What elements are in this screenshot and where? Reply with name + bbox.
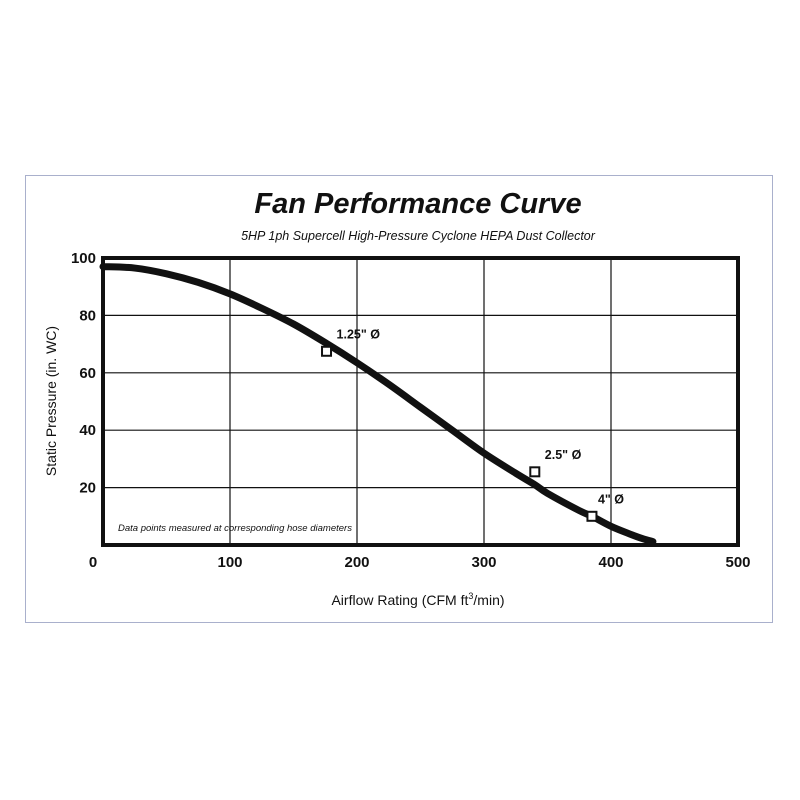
y-tick-label: 60 [79, 365, 96, 382]
x-tick-label: 0 [89, 554, 97, 571]
plot-frame [101, 256, 740, 547]
data-point-label: 1.25" Ø [337, 327, 381, 341]
chart-title: Fan Performance Curve [254, 188, 582, 220]
x-axis-label-tail: /min) [473, 592, 504, 608]
y-tick-label: 20 [79, 480, 96, 497]
data-point-marker [586, 510, 598, 522]
chart-subtitle: 5HP 1ph Supercell High-Pressure Cyclone … [241, 229, 595, 243]
x-tick-label: 300 [471, 554, 496, 571]
performance-curve [99, 263, 657, 546]
data-point-marker [529, 466, 541, 478]
x-axis-label-main: Airflow Rating (CFM ft [331, 592, 468, 608]
y-tick-label: 40 [79, 422, 96, 439]
x-tick-label: 100 [217, 554, 242, 571]
y-tick-label: 100 [71, 250, 96, 267]
x-axis-label-superscript: 3 [468, 591, 473, 601]
y-axis-label: Static Pressure (in. WC) [43, 326, 59, 476]
data-point-marker [321, 345, 333, 357]
x-tick-label: 500 [725, 554, 750, 571]
chart-card [25, 175, 773, 623]
data-point-label: 2.5" Ø [545, 448, 582, 462]
x-axis-label: Airflow Rating (CFM ft3/min) [331, 591, 504, 608]
x-tick-label: 200 [344, 554, 369, 571]
chart-annotation: Data points measured at corresponding ho… [118, 523, 352, 534]
data-point-label: 4" Ø [598, 492, 624, 506]
x-tick-label: 400 [598, 554, 623, 571]
y-tick-label: 80 [79, 307, 96, 324]
